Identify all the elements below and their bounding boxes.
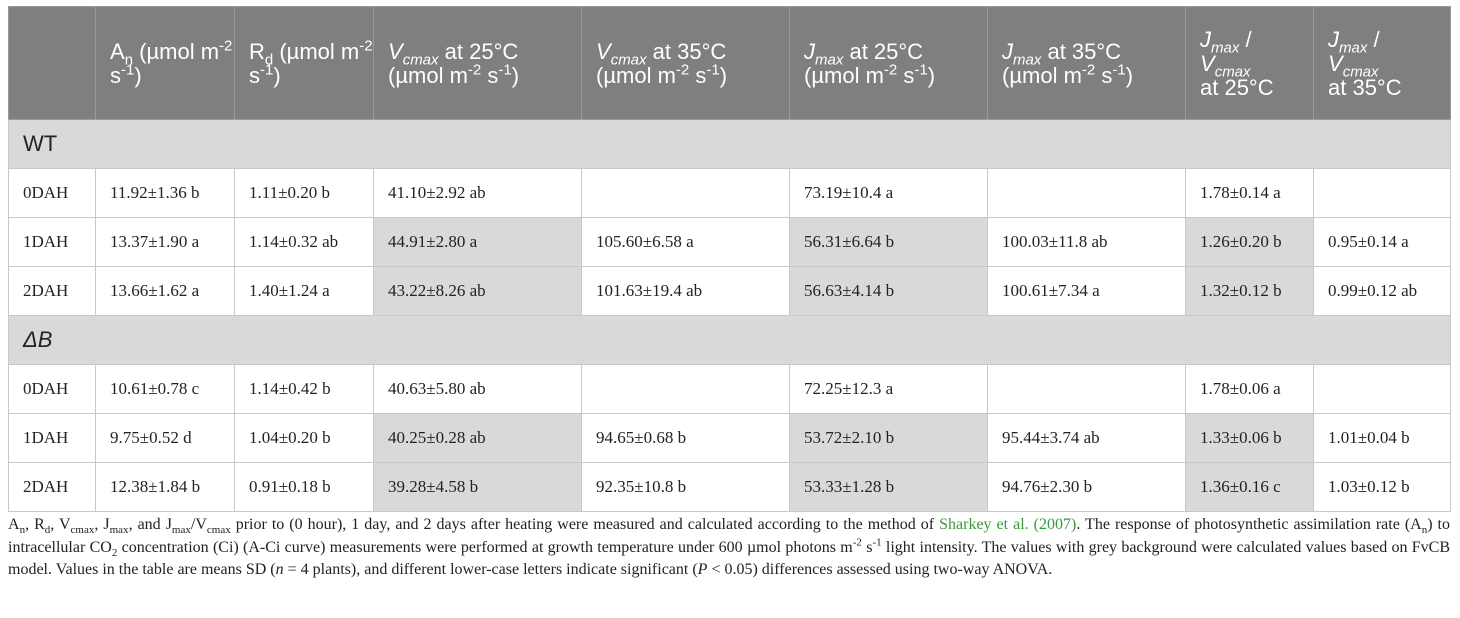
cell-vcmax25: 41.10±2.92 ab bbox=[373, 168, 582, 218]
cell-jmax25: 53.33±1.28 b bbox=[789, 462, 988, 512]
header-ratio25: Jmax / Vcmax at 25°C bbox=[1185, 6, 1314, 120]
header-an: An (µmol m-2 s-1) bbox=[95, 6, 235, 120]
cell-ratio25: 1.78±0.14 a bbox=[1185, 168, 1314, 218]
row-label: 2DAH bbox=[8, 266, 96, 316]
cell-vcmax25: 39.28±4.58 b bbox=[373, 462, 582, 512]
group-row: WT bbox=[8, 119, 1451, 169]
row-label: 1DAH bbox=[8, 413, 96, 463]
cell-jmax35: 100.03±11.8 ab bbox=[987, 217, 1186, 267]
table-row: 1DAH 13.37±1.90 a 1.14±0.32 ab 44.91±2.80 a… bbox=[8, 217, 1451, 267]
group-row: ΔB bbox=[8, 315, 1451, 365]
cell-ratio35: 0.99±0.12 ab bbox=[1313, 266, 1451, 316]
cell-jmax35: 94.76±2.30 b bbox=[987, 462, 1186, 512]
cell-an: 13.66±1.62 a bbox=[95, 266, 235, 316]
header-rd: Rd (µmol m-2 s-1) bbox=[234, 6, 374, 120]
table-row: 2DAH 13.66±1.62 a 1.40±1.24 a 43.22±8.26 ab… bbox=[8, 266, 1451, 316]
cell-an: 9.75±0.52 d bbox=[95, 413, 235, 463]
photosynthesis-parameters-table: An (µmol m-2 s-1) Rd (µmol m-2 s-1) Vcma… bbox=[8, 6, 1451, 512]
cell-rd: 0.91±0.18 b bbox=[234, 462, 374, 512]
header-row: An (µmol m-2 s-1) Rd (µmol m-2 s-1) Vcma… bbox=[8, 6, 1451, 120]
cell-jmax25: 53.72±2.10 b bbox=[789, 413, 988, 463]
row-label: 2DAH bbox=[8, 462, 96, 512]
citation-link[interactable]: Sharkey et al. (2007) bbox=[939, 516, 1077, 533]
cell-jmax35 bbox=[987, 168, 1186, 218]
cell-ratio35: 0.95±0.14 a bbox=[1313, 217, 1451, 267]
cell-vcmax35: 101.63±19.4 ab bbox=[581, 266, 790, 316]
header-group bbox=[8, 6, 96, 120]
table-body: WT 0DAH 11.92±1.36 b 1.11±0.20 b 41.10±2.92 … bbox=[8, 119, 1451, 512]
cell-rd: 1.11±0.20 b bbox=[234, 168, 374, 218]
cell-jmax35: 95.44±3.74 ab bbox=[987, 413, 1186, 463]
cell-jmax35 bbox=[987, 364, 1186, 414]
cell-jmax25: 73.19±10.4 a bbox=[789, 168, 988, 218]
cell-rd: 1.40±1.24 a bbox=[234, 266, 374, 316]
cell-ratio25: 1.33±0.06 b bbox=[1185, 413, 1314, 463]
row-label: 0DAH bbox=[8, 168, 96, 218]
cell-rd: 1.04±0.20 b bbox=[234, 413, 374, 463]
cell-ratio25: 1.26±0.20 b bbox=[1185, 217, 1314, 267]
header-vcmax35: Vcmax at 35°C (µmol m-2 s-1) bbox=[581, 6, 790, 120]
cell-vcmax35 bbox=[581, 364, 790, 414]
cell-jmax25: 72.25±12.3 a bbox=[789, 364, 988, 414]
cell-rd: 1.14±0.42 b bbox=[234, 364, 374, 414]
cell-an: 11.92±1.36 b bbox=[95, 168, 235, 218]
cell-vcmax35 bbox=[581, 168, 790, 218]
results-table-container: An (µmol m-2 s-1) Rd (µmol m-2 s-1) Vcma… bbox=[8, 6, 1451, 512]
cell-jmax25: 56.31±6.64 b bbox=[789, 217, 988, 267]
row-label: 0DAH bbox=[8, 364, 96, 414]
cell-an: 13.37±1.90 a bbox=[95, 217, 235, 267]
header-jmax35: Jmax at 35°C (µmol m-2 s-1) bbox=[987, 6, 1186, 120]
table-row: 0DAH 11.92±1.36 b 1.11±0.20 b 41.10±2.92 ab… bbox=[8, 168, 1451, 218]
cell-ratio25: 1.32±0.12 b bbox=[1185, 266, 1314, 316]
cell-vcmax35: 92.35±10.8 b bbox=[581, 462, 790, 512]
cell-ratio35 bbox=[1313, 364, 1451, 414]
table-caption: An, Rd, Vcmax, Jmax, and Jmax/Vcmax prio… bbox=[8, 516, 1451, 578]
cell-jmax35: 100.61±7.34 a bbox=[987, 266, 1186, 316]
cell-vcmax25: 44.91±2.80 a bbox=[373, 217, 582, 267]
table-row: 1DAH 9.75±0.52 d 1.04±0.20 b 40.25±0.28 ab 9… bbox=[8, 413, 1451, 463]
table-row: 0DAH 10.61±0.78 c 1.14±0.42 b 40.63±5.80 ab… bbox=[8, 364, 1451, 414]
group-label: WT bbox=[8, 119, 1451, 169]
cell-vcmax25: 40.63±5.80 ab bbox=[373, 364, 582, 414]
cell-an: 12.38±1.84 b bbox=[95, 462, 235, 512]
cell-vcmax35: 105.60±6.58 a bbox=[581, 217, 790, 267]
cell-ratio25: 1.36±0.16 c bbox=[1185, 462, 1314, 512]
row-label: 1DAH bbox=[8, 217, 96, 267]
cell-ratio35 bbox=[1313, 168, 1451, 218]
header-ratio35: Jmax / Vcmax at 35°C bbox=[1313, 6, 1451, 120]
group-label: ΔB bbox=[8, 315, 1451, 365]
cell-ratio25: 1.78±0.06 a bbox=[1185, 364, 1314, 414]
cell-vcmax25: 43.22±8.26 ab bbox=[373, 266, 582, 316]
cell-vcmax25: 40.25±0.28 ab bbox=[373, 413, 582, 463]
header-jmax25: Jmax at 25°C (µmol m-2 s-1) bbox=[789, 6, 988, 120]
cell-ratio35: 1.01±0.04 b bbox=[1313, 413, 1451, 463]
cell-vcmax35: 94.65±0.68 b bbox=[581, 413, 790, 463]
cell-rd: 1.14±0.32 ab bbox=[234, 217, 374, 267]
cell-ratio35: 1.03±0.12 b bbox=[1313, 462, 1451, 512]
cell-jmax25: 56.63±4.14 b bbox=[789, 266, 988, 316]
cell-an: 10.61±0.78 c bbox=[95, 364, 235, 414]
header-vcmax25: Vcmax at 25°C (µmol m-2 s-1) bbox=[373, 6, 582, 120]
